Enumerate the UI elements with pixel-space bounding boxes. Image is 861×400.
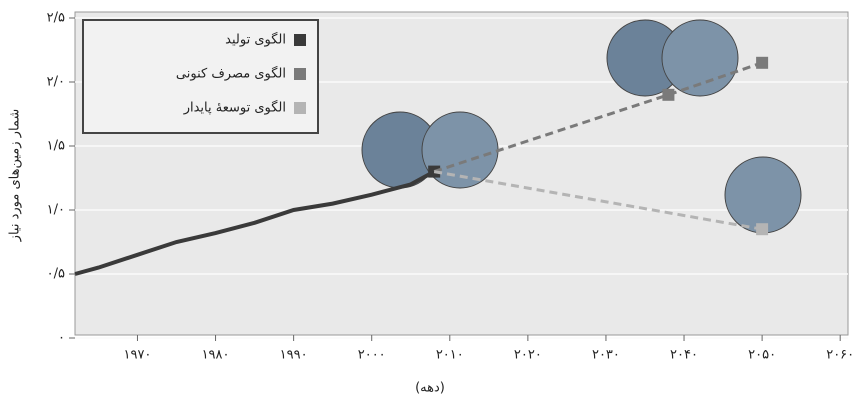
legend-box [82, 19, 319, 134]
y-tick-label: ۰ [58, 331, 65, 346]
legend: الگوی تولید الگوی مصرف کنونی الگوی توسعهٔ … [82, 19, 319, 134]
legend-swatch [294, 68, 306, 80]
point-marker [756, 56, 769, 69]
point-marker [662, 88, 675, 101]
x-tick-label: ۲۰۱۰ [436, 348, 464, 363]
point-marker [756, 223, 769, 236]
x-tick-label: ۲۰۵۰ [748, 348, 776, 363]
series-line [433, 170, 763, 231]
legend-label: الگوی توسعهٔ پایدار [183, 100, 286, 116]
y-axis-label: شمار زمین‌های مورد نیاز [8, 109, 23, 243]
legend-swatch [294, 34, 306, 46]
globe [724, 156, 802, 234]
series-line [74, 169, 436, 276]
x-tick-label: ۲۰۲۰ [514, 348, 542, 363]
legend-label: الگوی تولید [225, 32, 286, 48]
y-tick-label: ۰/۵ [47, 267, 65, 282]
y-tick-label: ۲/۰ [47, 75, 65, 90]
x-tick-label: ۱۹۷۰ [123, 348, 151, 363]
series-line [433, 61, 763, 174]
y-tick-label: ۱/۰ [47, 203, 65, 218]
x-tick-label: ۲۰۴۰ [670, 348, 698, 363]
y-tick-label: ۲/۵ [47, 11, 65, 26]
x-tick-label: ۲۰۳۰ [592, 348, 620, 363]
x-tick-label: ۲۰۰۰ [358, 348, 386, 363]
x-tick-label: ۲۰۶۰ [826, 348, 854, 363]
legend-swatch [294, 102, 306, 114]
legend-label: الگوی مصرف کنونی [176, 66, 286, 82]
x-tick-label: ۱۹۸۰ [202, 348, 230, 363]
x-tick-label: ۱۹۹۰ [280, 348, 308, 363]
y-tick-label: ۱/۵ [47, 139, 65, 154]
x-axis-label: (دهه) [415, 381, 445, 396]
